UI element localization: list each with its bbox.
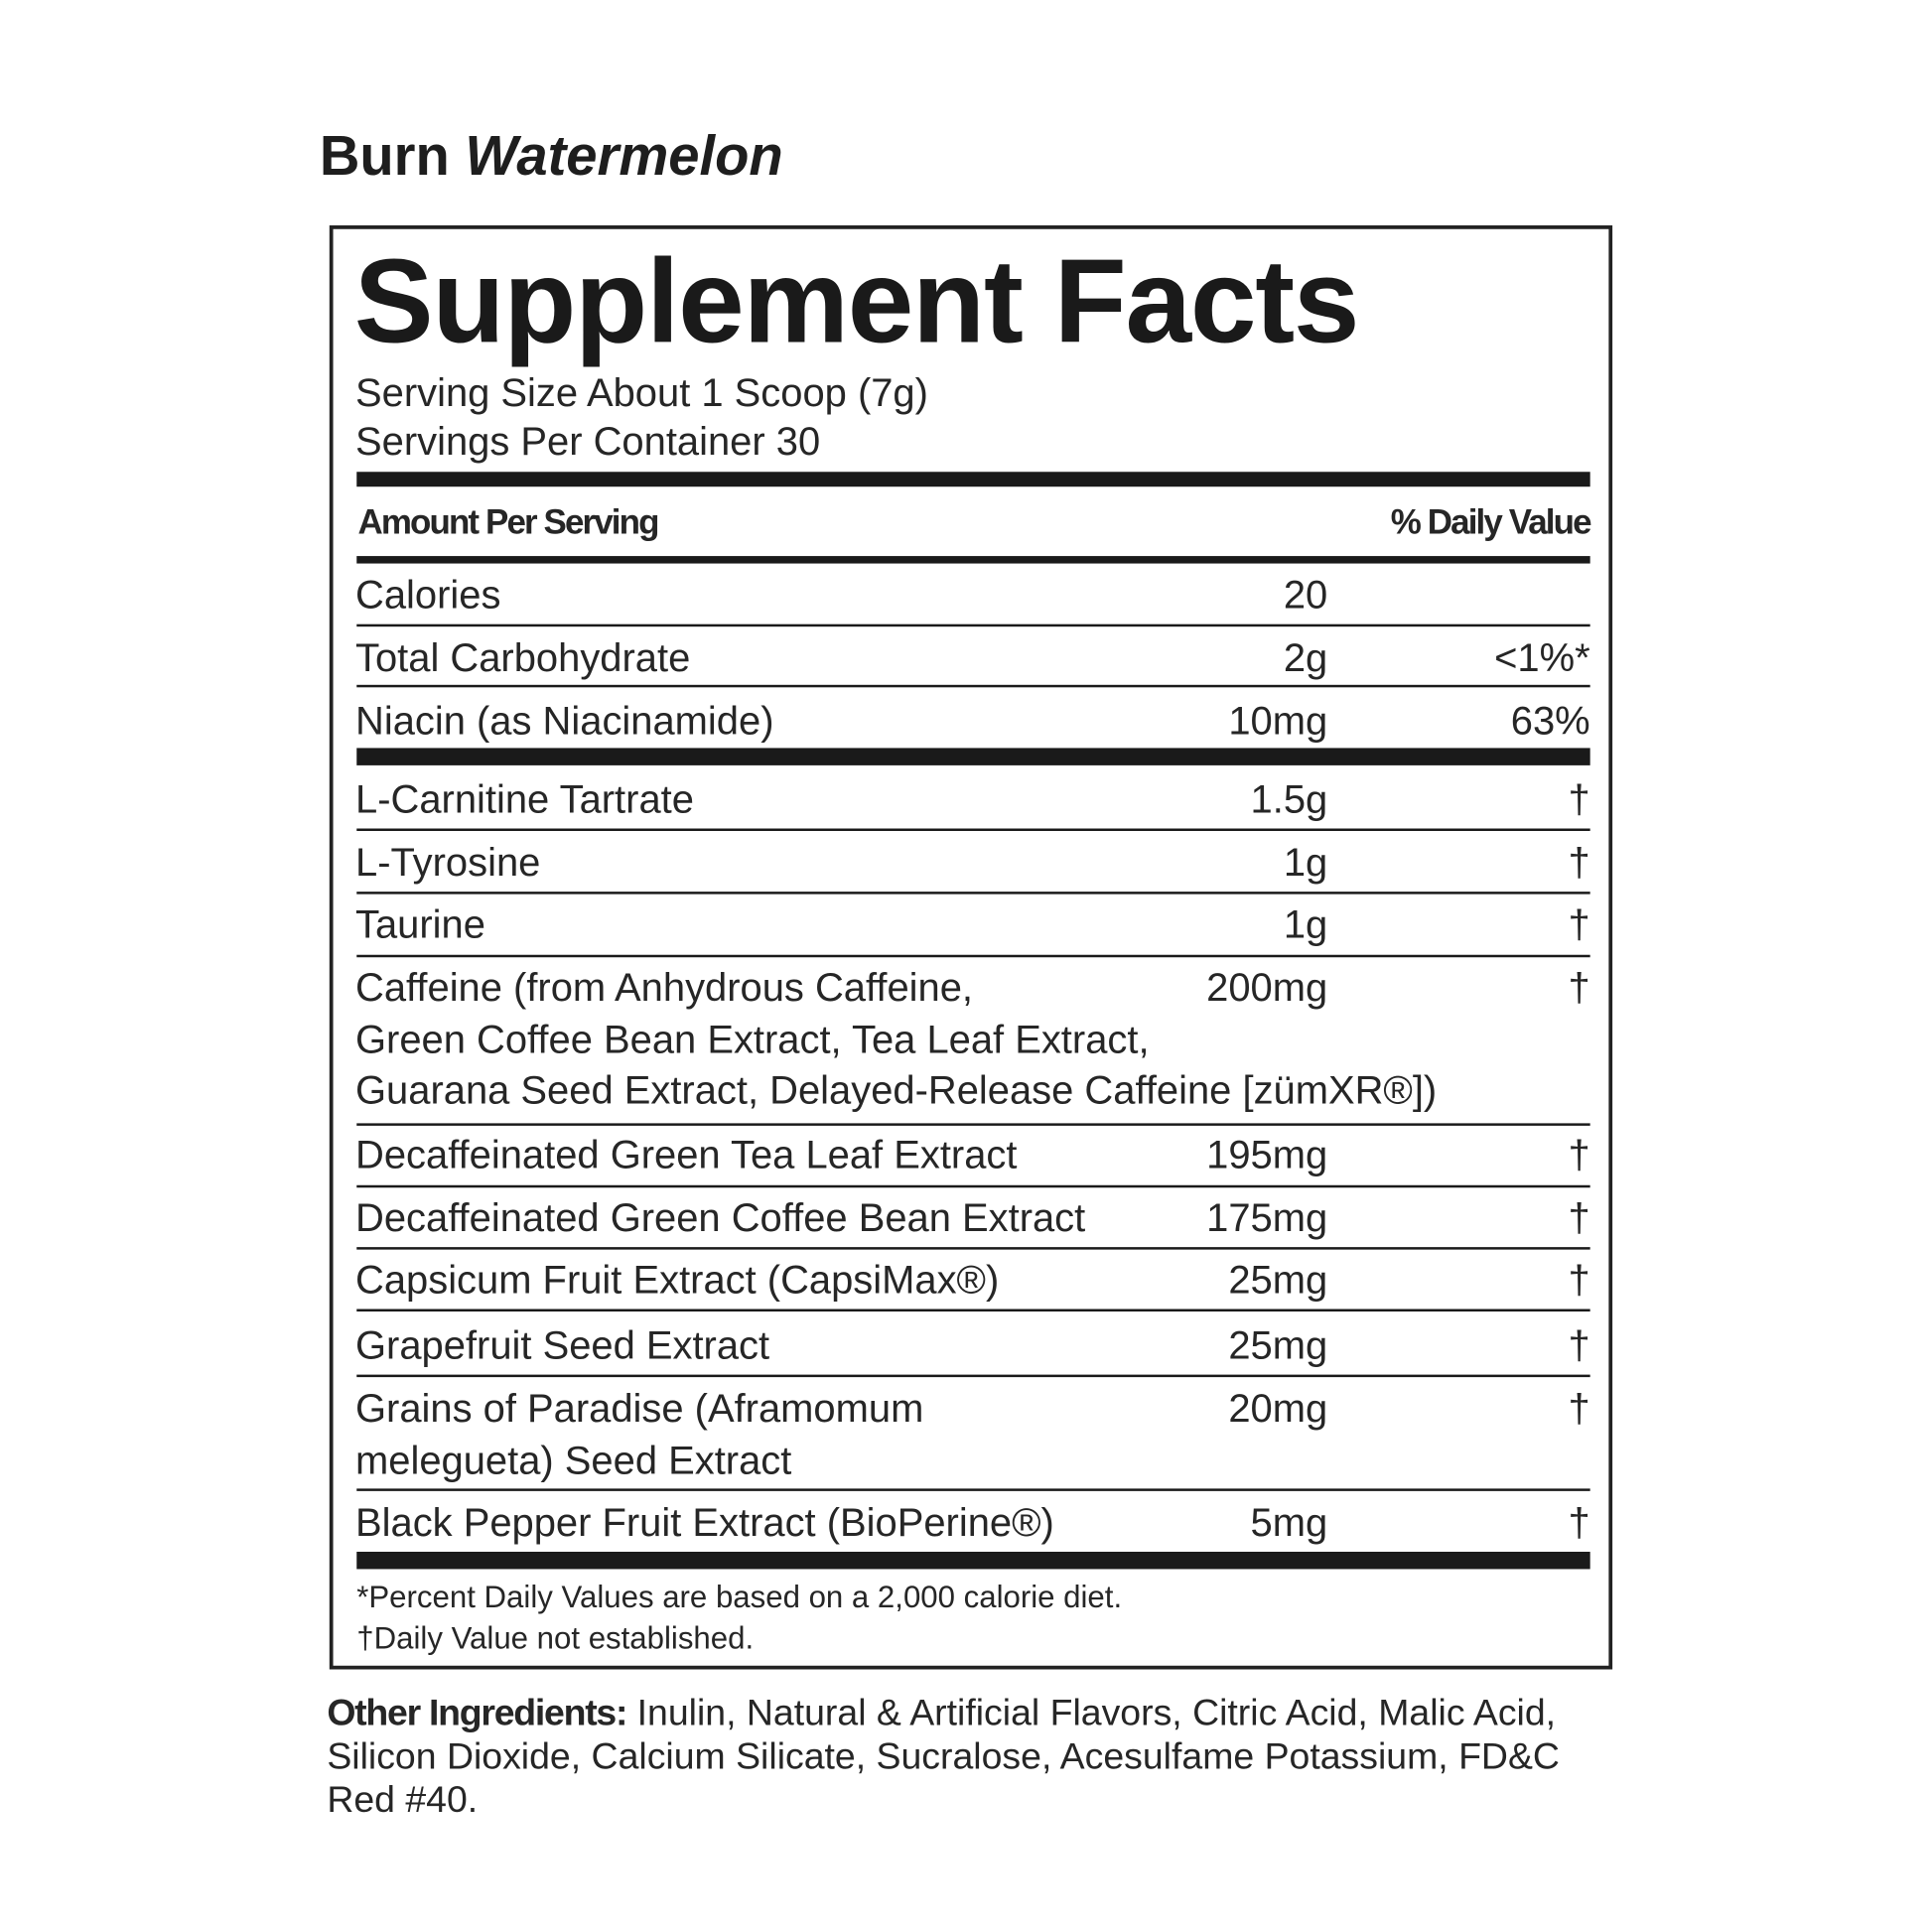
ingredient-daily-value: 63% [1510,698,1590,744]
row-divider [356,892,1590,895]
row-divider [356,828,1590,832]
other-ingredients-text: Inulin, Natural & Artificial Flavors, Ci… [327,1693,1560,1821]
ingredient-amount: 25mg [1228,1322,1328,1368]
row-divider [356,1374,1590,1378]
ingredient-name: Total Carbohydrate [355,634,691,680]
ingredient-name: Caffeine (from Anhydrous Caffeine, [355,964,974,1010]
ingredient-daily-value: † [1568,776,1590,822]
ingredient-daily-value: † [1568,964,1590,1010]
ingredient-daily-value: † [1568,1322,1590,1368]
ingredient-amount: 25mg [1228,1257,1328,1303]
ingredient-amount: 5mg [1250,1499,1328,1545]
row-divider [356,1184,1590,1188]
footnote-daily-values: *Percent Daily Values are based on a 2,0… [356,1580,1123,1615]
row-divider [356,684,1590,688]
ingredient-name: Calories [355,572,501,618]
ingredient-name: Decaffeinated Green Tea Leaf Extract [355,1132,1018,1177]
ingredient-daily-value: † [1568,1499,1590,1545]
ingredient-name: Grapefruit Seed Extract [355,1322,770,1368]
ingredient-amount: 195mg [1206,1132,1328,1177]
ingredient-amount: 200mg [1206,964,1328,1010]
ingredient-name: Niacin (as Niacinamide) [355,698,774,744]
ingredient-name: Capsicum Fruit Extract (CapsiMax®) [355,1257,1000,1303]
ingredient-amount: 20mg [1228,1385,1328,1431]
ingredient-daily-value: † [1568,901,1590,947]
ingredient-name: Decaffeinated Green Coffee Bean Extract [355,1194,1086,1240]
header-divider [356,556,1590,564]
ingredient-name: Grains of Paradise (Aframomum [355,1385,924,1431]
ingredient-name: Black Pepper Fruit Extract (BioPerine®) [355,1499,1054,1545]
product-flavor: Watermelon [465,123,783,188]
ingredient-daily-value: † [1568,1257,1590,1303]
ingredient-amount: 20 [1283,572,1328,618]
ingredient-daily-value: <1%* [1494,634,1590,680]
ingredient-amount: 1.5g [1250,776,1328,822]
row-divider [356,1551,1590,1570]
ingredient-daily-value: † [1568,839,1590,885]
product-title: Burn Watermelon [320,124,783,189]
ingredient-daily-value: † [1568,1385,1590,1431]
ingredient-amount: 1g [1283,839,1328,885]
ingredient-amount: 1g [1283,901,1328,947]
ingredient-name: melegueta) Seed Extract [355,1437,792,1482]
header-daily-value: % Daily Value [1390,502,1592,542]
ingredient-amount: 175mg [1206,1194,1328,1240]
ingredient-name: Green Coffee Bean Extract, Tea Leaf Extr… [355,1016,1150,1061]
row-divider [356,623,1590,627]
serving-size: Serving Size About 1 Scoop (7g) [355,369,928,415]
header-amount-per-serving: Amount Per Serving [357,502,659,542]
ingredient-daily-value: † [1568,1132,1590,1177]
ingredient-name: L-Tyrosine [355,839,541,885]
row-divider [356,1488,1590,1491]
supplement-facts-panel [329,225,1613,1670]
ingredient-name: Guarana Seed Extract, Delayed-Release Ca… [355,1067,1438,1113]
row-divider [356,1309,1590,1311]
ingredient-name: Taurine [355,901,485,947]
ingredient-name: L-Carnitine Tartrate [355,776,694,822]
product-name: Burn [319,123,450,188]
ingredient-daily-value: † [1568,1194,1590,1240]
other-ingredients-label: Other Ingredients: [327,1693,627,1734]
row-divider [356,1123,1590,1126]
servings-per-container: Servings Per Container 30 [355,418,821,464]
ingredient-amount: 10mg [1228,698,1328,744]
row-divider [356,1247,1590,1250]
thick-divider [356,472,1590,487]
footnote-not-established: †Daily Value not established. [356,1620,755,1656]
panel-title: Supplement Facts [353,235,1360,368]
row-divider [356,748,1590,765]
other-ingredients: Other Ingredients: Inulin, Natural & Art… [327,1692,1614,1822]
ingredient-amount: 2g [1283,634,1328,680]
row-divider [356,954,1590,958]
